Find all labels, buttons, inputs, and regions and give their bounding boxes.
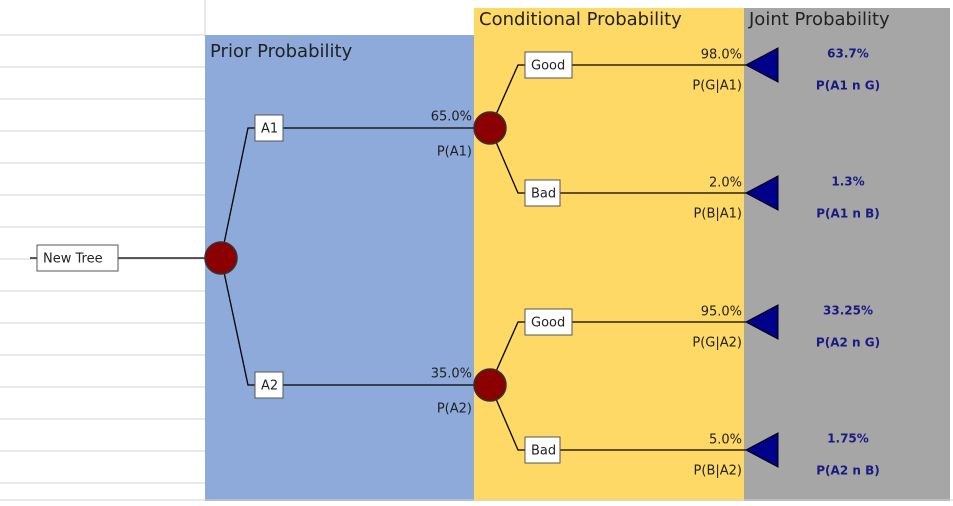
header-prior: Prior Probability: [210, 41, 353, 62]
joint-name: P(A2 n G): [816, 336, 880, 350]
end-node: [744, 432, 779, 468]
outcome-name: P(G|A2): [692, 336, 742, 351]
joint-region: [744, 8, 950, 501]
chance-node: [473, 368, 507, 402]
wire: [489, 127, 746, 194]
branch-name: P(A1): [437, 145, 472, 160]
root-label-box: [36, 244, 119, 272]
outcome-label-box: [524, 179, 561, 207]
wire: [220, 257, 490, 386]
outcome-name: P(B|A2): [694, 464, 742, 479]
joint-name: P(A1 n B): [816, 207, 879, 221]
header-joint: Joint Probability: [748, 9, 890, 30]
branch-name: P(A2): [437, 402, 472, 417]
joint-prob: 1.3%: [831, 175, 864, 189]
joint-prob: 63.7%: [827, 47, 869, 61]
end-node: [744, 304, 779, 340]
branch-label-box: [254, 371, 284, 399]
outcome-label-box: [524, 308, 573, 336]
branch-prob: 65.0%: [431, 110, 472, 125]
outcome-label-box: [524, 51, 573, 79]
chance-node: [473, 111, 507, 145]
outcome-prob: 5.0%: [709, 433, 742, 448]
outcome-prob: 2.0%: [709, 176, 742, 191]
outcome-prob: 98.0%: [701, 48, 742, 63]
branch-label: A2: [261, 379, 278, 394]
joint-prob: 1.75%: [827, 432, 869, 446]
branch-label-box: [254, 114, 284, 142]
wire: [489, 321, 746, 386]
branch-label: A1: [261, 122, 278, 137]
header-conditional: Conditional Probability: [479, 9, 682, 30]
outcome-label-box: [524, 436, 561, 464]
wire: [220, 127, 490, 259]
root-label: New Tree: [43, 252, 103, 267]
end-node: [744, 47, 779, 83]
wire: [489, 64, 746, 129]
outcome-label: Bad: [531, 187, 556, 202]
outcome-name: P(G|A1): [692, 79, 742, 94]
outcome-label: Bad: [531, 444, 556, 459]
end-node: [744, 175, 779, 211]
joint-prob: 33.25%: [823, 304, 873, 318]
outcome-prob: 95.0%: [701, 305, 742, 320]
outcome-label: Good: [531, 316, 565, 331]
chance-node: [204, 241, 238, 275]
wire: [489, 384, 746, 451]
joint-name: P(A2 n B): [816, 464, 879, 478]
prior-region: [205, 35, 474, 501]
conditional-region: [474, 8, 744, 501]
branch-prob: 35.0%: [431, 367, 472, 382]
joint-name: P(A1 n G): [816, 79, 880, 93]
outcome-name: P(B|A1): [694, 207, 742, 222]
outcome-label: Good: [531, 59, 565, 74]
